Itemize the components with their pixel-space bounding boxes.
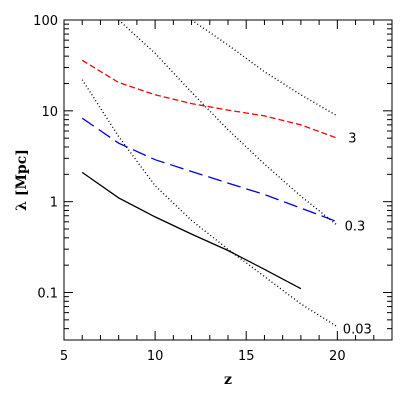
labels-layer: 5 10 15 20 0.1 1 10 100 [33,14,345,364]
y-tick-label: 10 [41,105,58,120]
series-line-4-dotted [81,79,338,328]
series-line-1-solid [81,171,302,290]
x-axis-label: z [224,372,232,388]
y-tick-label: 0.1 [37,287,58,302]
curve-annotation: 0.03 [343,323,372,338]
series-line-3-short-dash [81,59,338,139]
series-line-6-dotted [191,20,338,117]
ticks-layer [63,19,393,341]
x-tick-label: 15 [238,349,255,364]
y-axis-label: λ [Mpc] [14,149,30,211]
plot-frame [63,19,393,341]
y-tick-label: 1 [50,196,58,211]
curve-annotation: 3 [348,131,356,146]
series-line-5-dotted [118,20,338,226]
series-line-2-long-dash [81,117,338,223]
x-tick-label: 10 [147,349,164,364]
annotations-layer: 3 0.3 0.03 [343,131,372,337]
x-tick-label: 5 [60,349,68,364]
x-tick-label: 20 [329,349,346,364]
curve-annotation: 0.3 [345,219,366,234]
y-tick-label: 100 [33,14,58,29]
series-layer [81,20,338,328]
